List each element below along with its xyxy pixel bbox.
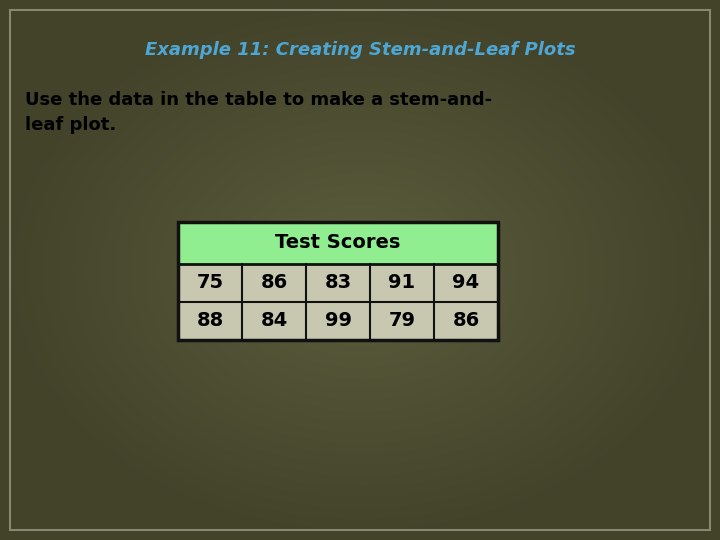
Bar bbox=[178, 264, 498, 340]
Bar bbox=[178, 222, 498, 340]
Text: 94: 94 bbox=[452, 273, 480, 293]
Text: 99: 99 bbox=[325, 312, 351, 330]
Text: 91: 91 bbox=[388, 273, 415, 293]
Text: 86: 86 bbox=[261, 273, 287, 293]
Text: Test Scores: Test Scores bbox=[275, 233, 401, 253]
Text: 86: 86 bbox=[452, 312, 480, 330]
Text: 75: 75 bbox=[197, 273, 224, 293]
Text: leaf plot.: leaf plot. bbox=[25, 116, 116, 134]
Bar bbox=[178, 222, 498, 264]
Text: Example 11: Creating Stem-and-Leaf Plots: Example 11: Creating Stem-and-Leaf Plots bbox=[145, 41, 575, 59]
Text: Use the data in the table to make a stem-and-: Use the data in the table to make a stem… bbox=[25, 91, 492, 109]
Text: 83: 83 bbox=[325, 273, 351, 293]
Text: 84: 84 bbox=[261, 312, 287, 330]
Text: 88: 88 bbox=[197, 312, 224, 330]
Text: 79: 79 bbox=[389, 312, 415, 330]
